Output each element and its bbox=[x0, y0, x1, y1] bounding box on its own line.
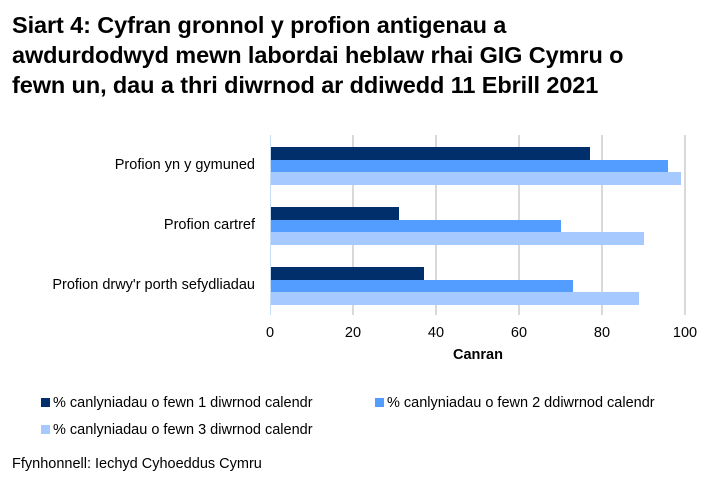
category-label-community: Profion yn y gymuned bbox=[114, 157, 255, 173]
category-label-institutional-portal: Profion drwy'r porth sefydliadau bbox=[52, 277, 255, 293]
bar-community-2day bbox=[270, 159, 669, 172]
title-line-2: awdurdodwyd mewn labordai heblaw rhai GI… bbox=[12, 42, 624, 68]
bar-community-3day bbox=[270, 172, 681, 185]
bar-portal-3day bbox=[270, 292, 640, 305]
legend-label-2day: % canlyniadau o fewn 2 ddiwrnod calendr bbox=[387, 395, 655, 411]
gridline-80 bbox=[601, 135, 603, 315]
x-tick-80: 80 bbox=[593, 325, 611, 341]
source-note: Ffynhonnell: Iechyd Cyhoeddus Cymru bbox=[12, 456, 262, 472]
x-tick-60: 60 bbox=[510, 325, 528, 341]
x-tick-40: 40 bbox=[427, 325, 445, 341]
gridline-100 bbox=[684, 135, 686, 315]
x-axis-label: Canran bbox=[453, 347, 503, 363]
legend-item-2day: % canlyniadau o fewn 2 ddiwrnod calendr bbox=[375, 395, 655, 411]
category-label-home: Profion cartref bbox=[163, 217, 255, 233]
title-line-3: fewn un, dau a thri diwrnod ar ddiwedd 1… bbox=[12, 72, 599, 98]
legend-label-1day: % canlyniadau o fewn 1 diwrnod calendr bbox=[53, 395, 313, 411]
plot-area bbox=[270, 135, 686, 315]
legend-label-3day: % canlyniadau o fewn 3 diwrnod calendr bbox=[53, 422, 313, 438]
x-tick-0: 0 bbox=[265, 325, 275, 341]
title-line-1: Siart 4: Cyfran gronnol y profion antige… bbox=[12, 12, 507, 38]
bar-home-1day bbox=[270, 207, 399, 220]
x-tick-100: 100 bbox=[672, 325, 698, 341]
bar-community-1day bbox=[270, 147, 590, 160]
y-axis-line bbox=[270, 135, 271, 315]
legend-swatch-2day bbox=[375, 398, 384, 407]
legend-swatch-3day bbox=[41, 425, 50, 434]
bar-portal-2day bbox=[270, 279, 573, 292]
legend-item-1day: % canlyniadau o fewn 1 diwrnod calendr bbox=[41, 395, 313, 411]
legend-swatch-1day bbox=[41, 398, 50, 407]
bar-portal-1day bbox=[270, 267, 424, 280]
bar-home-3day bbox=[270, 232, 644, 245]
x-tick-20: 20 bbox=[344, 325, 362, 341]
bar-home-2day bbox=[270, 219, 561, 232]
chart-title: Siart 4: Cyfran gronnol y profion antige… bbox=[12, 10, 712, 100]
legend-item-3day: % canlyniadau o fewn 3 diwrnod calendr bbox=[41, 422, 313, 438]
